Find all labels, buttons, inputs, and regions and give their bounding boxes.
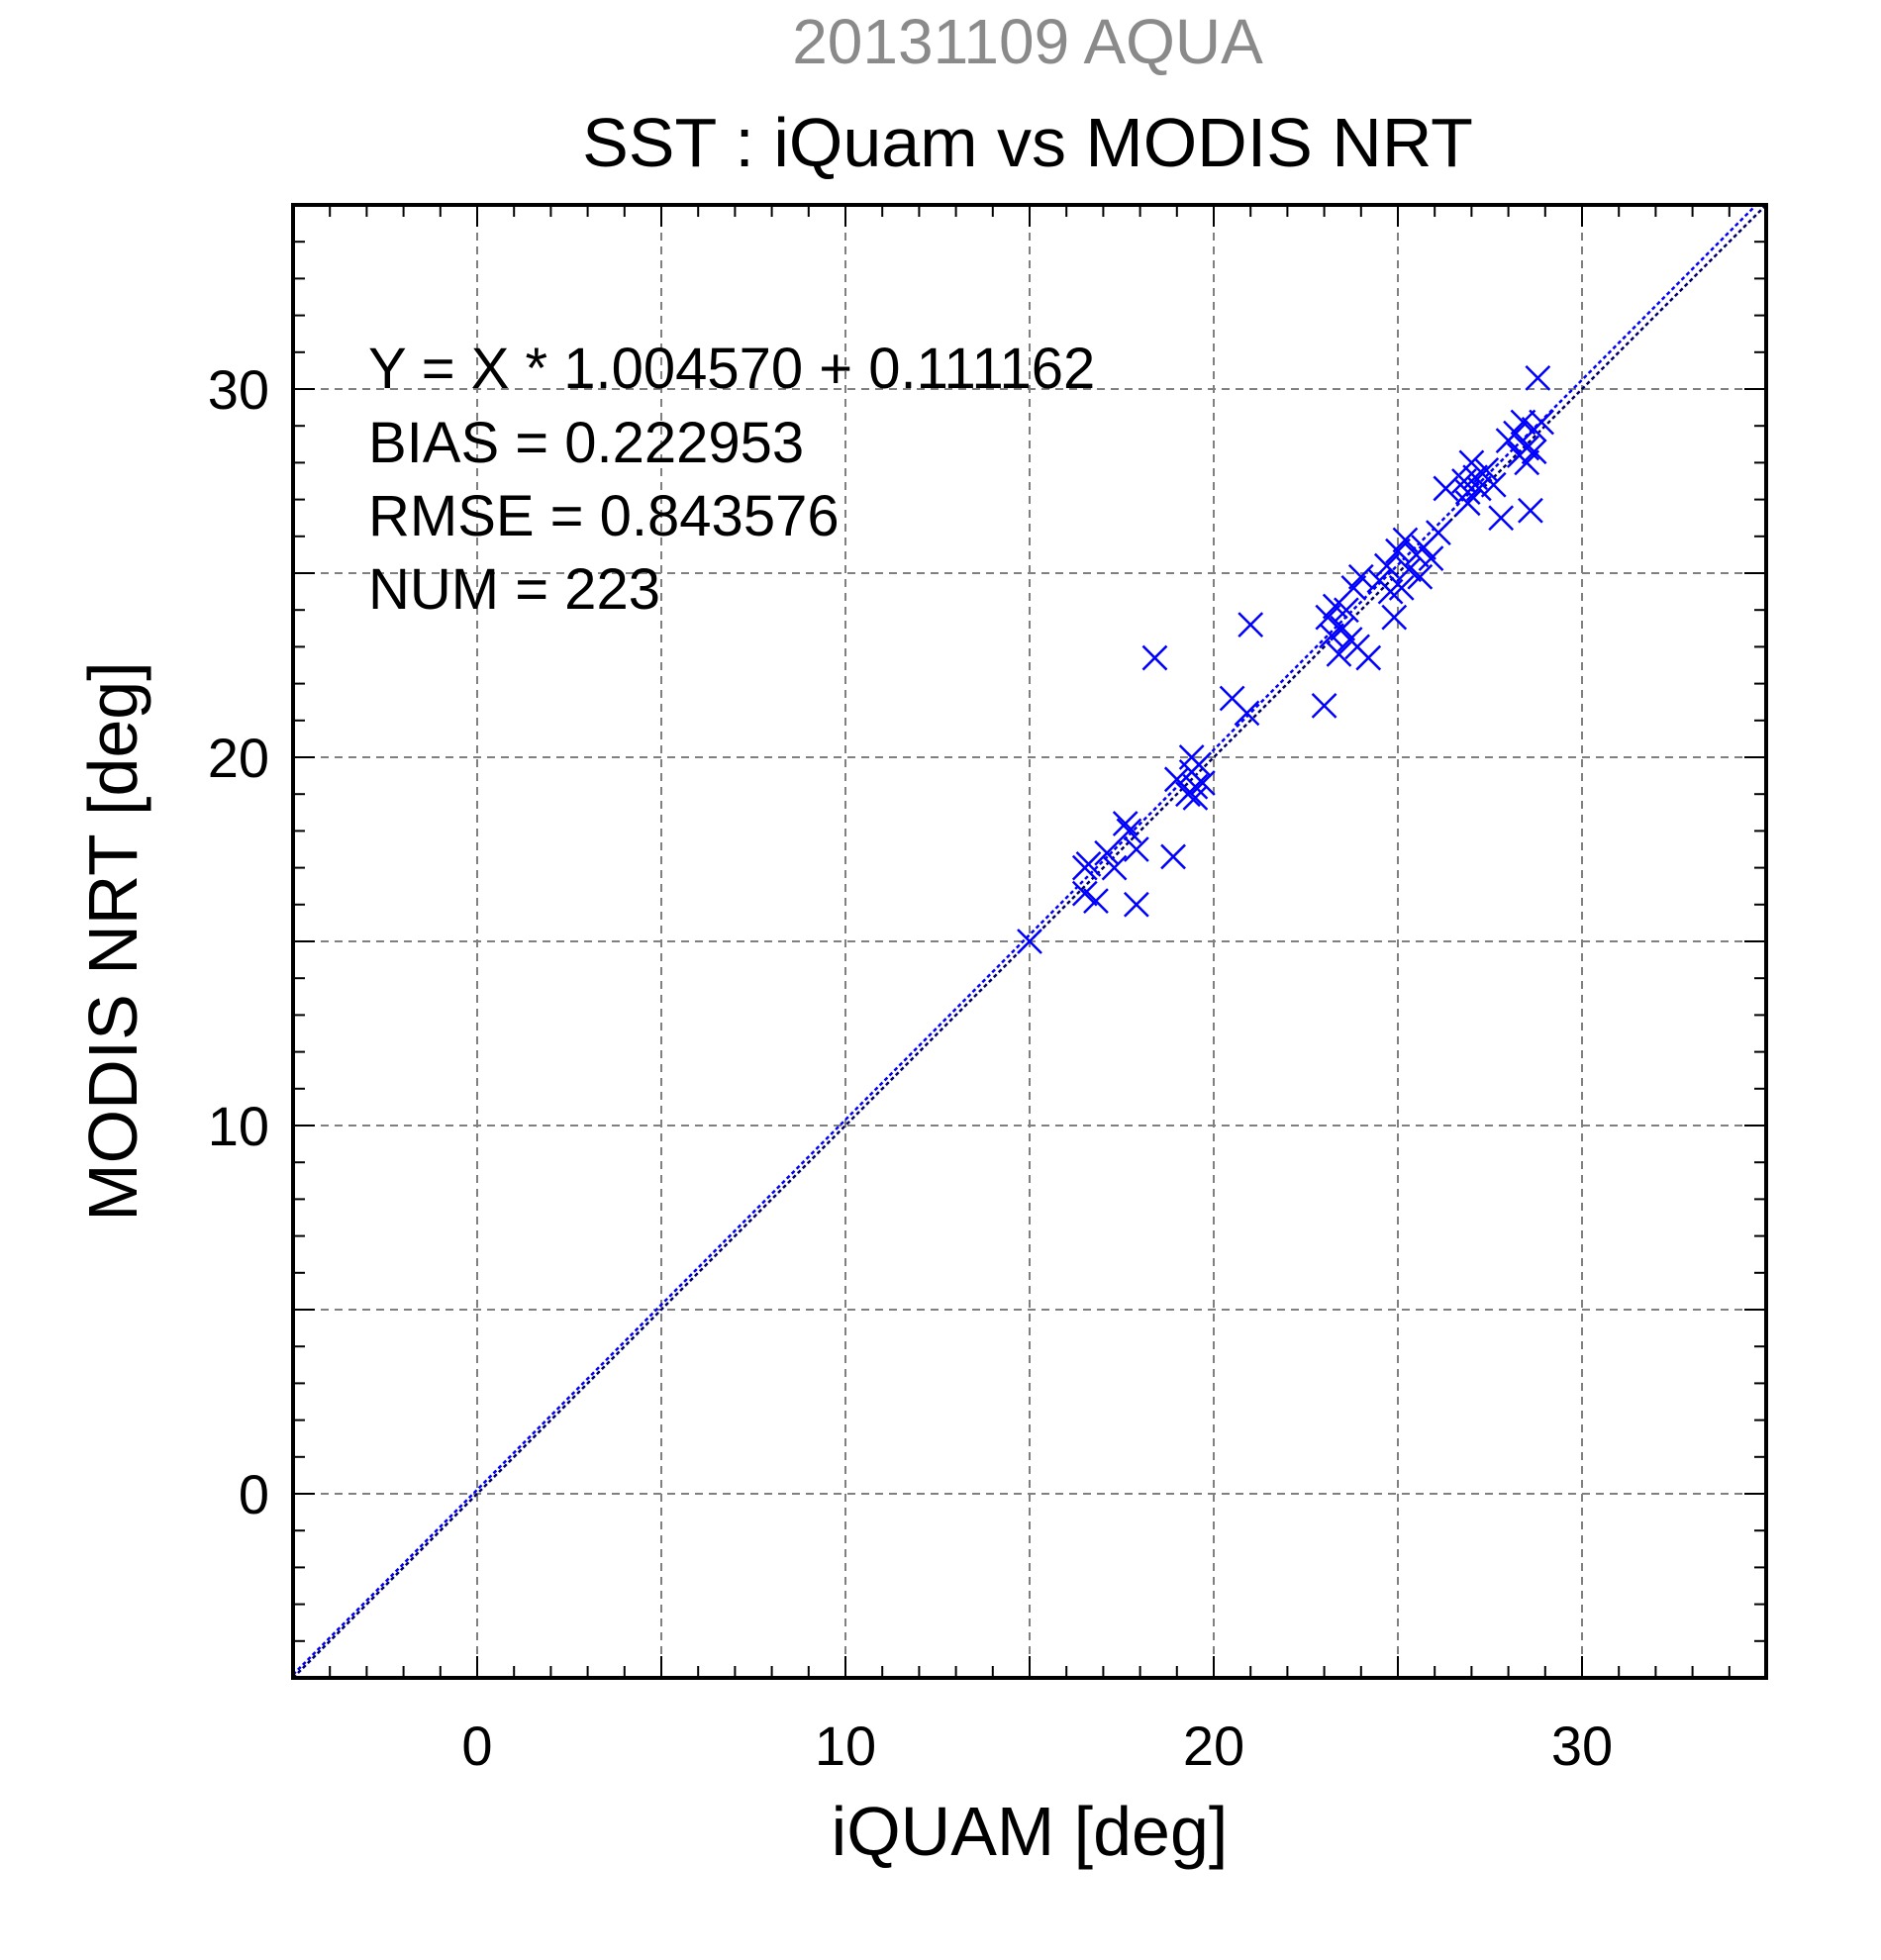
data-point xyxy=(1101,854,1128,881)
data-point xyxy=(1473,456,1500,483)
data-point xyxy=(1326,640,1352,667)
x-axis-label: iQUAM [deg] xyxy=(832,1793,1229,1870)
data-point xyxy=(1116,818,1142,844)
data-point xyxy=(1488,505,1515,532)
data-point xyxy=(1426,520,1451,545)
data-point xyxy=(1311,693,1337,719)
data-point xyxy=(1234,700,1260,727)
data-point xyxy=(1141,644,1168,671)
bias-value: BIAS = 0.222953 xyxy=(368,411,804,475)
data-point xyxy=(1315,604,1341,631)
data-point xyxy=(1381,604,1408,631)
data-point xyxy=(1510,409,1536,436)
data-point xyxy=(1514,435,1540,461)
data-points xyxy=(1017,364,1554,954)
page-header: 20131109 AQUA xyxy=(792,6,1263,77)
data-point xyxy=(1454,490,1481,517)
data-point xyxy=(1418,545,1444,572)
data-point xyxy=(1071,880,1098,907)
data-point xyxy=(1396,556,1423,583)
data-point xyxy=(1392,527,1419,553)
data-point xyxy=(1373,552,1400,579)
num-value: NUM = 223 xyxy=(368,557,660,622)
y-tick-label: 10 xyxy=(208,1095,269,1157)
x-tick-label: 30 xyxy=(1551,1715,1613,1777)
data-point xyxy=(1480,471,1507,498)
data-point xyxy=(1518,497,1543,524)
data-point xyxy=(1238,612,1264,637)
stats-box: Y = X * 1.004570 + 0.111162 BIAS = 0.222… xyxy=(368,337,1095,622)
data-point xyxy=(1458,449,1485,476)
data-point xyxy=(1465,475,1492,502)
data-point xyxy=(1160,843,1186,870)
data-point xyxy=(1319,623,1344,649)
data-point xyxy=(1182,785,1209,811)
y-tick-label: 20 xyxy=(208,727,269,789)
data-point xyxy=(1075,850,1102,877)
data-point xyxy=(1529,409,1554,436)
y-axis-label: MODIS NRT [deg] xyxy=(74,661,151,1221)
y-tick-label: 30 xyxy=(208,358,269,421)
data-point xyxy=(1340,574,1367,601)
data-point xyxy=(1433,475,1459,502)
data-point xyxy=(1083,888,1109,914)
data-point xyxy=(1347,563,1374,590)
data-point xyxy=(1525,364,1551,391)
x-tick-label: 20 xyxy=(1183,1715,1244,1777)
data-point xyxy=(1182,773,1209,800)
rmse-value: RMSE = 0.843576 xyxy=(368,484,840,548)
data-point xyxy=(1112,811,1138,836)
data-point xyxy=(1521,439,1547,465)
data-point xyxy=(1123,891,1149,918)
chart-title: SST : iQuam vs MODIS NRT xyxy=(582,104,1473,181)
x-tick-label: 0 xyxy=(461,1715,492,1777)
axis-ticks: 0 10 20 30 0 10 20 30 xyxy=(208,204,1767,1777)
y-tick-label: 0 xyxy=(239,1463,269,1525)
data-point xyxy=(1355,644,1382,671)
data-point xyxy=(1189,770,1216,796)
x-tick-label: 10 xyxy=(815,1715,876,1777)
data-point xyxy=(1388,574,1415,601)
data-point xyxy=(1017,929,1042,954)
data-point xyxy=(1514,449,1540,476)
data-point xyxy=(1123,836,1149,862)
data-point xyxy=(1178,744,1205,770)
data-point xyxy=(1094,839,1121,866)
data-point xyxy=(1407,563,1434,590)
data-point xyxy=(1334,597,1359,624)
regression-equation: Y = X * 1.004570 + 0.111162 xyxy=(368,337,1095,401)
